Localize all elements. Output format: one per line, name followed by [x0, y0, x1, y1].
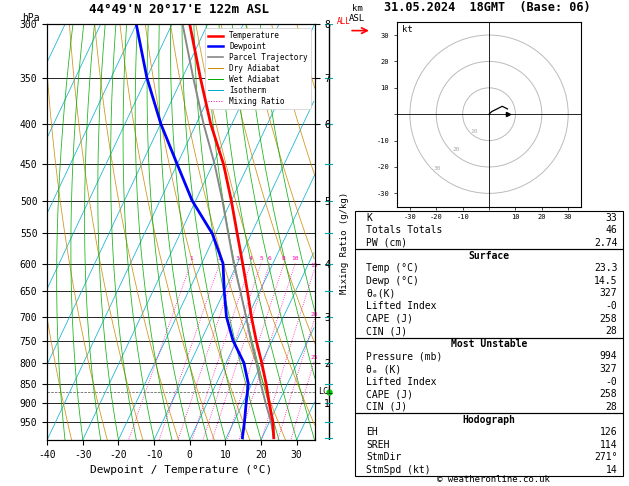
Text: LCL: LCL: [318, 387, 333, 396]
Text: 46: 46: [606, 226, 618, 235]
Text: 14.5: 14.5: [594, 276, 618, 286]
Text: 30: 30: [433, 166, 441, 171]
Text: 994: 994: [599, 351, 618, 362]
Text: 258: 258: [599, 389, 618, 399]
Text: ALL: ALL: [337, 17, 351, 26]
Bar: [355, 338, 623, 413]
Bar: [355, 211, 623, 249]
Text: Mixing Ratio (g/kg): Mixing Ratio (g/kg): [340, 192, 348, 294]
Text: CAPE (J): CAPE (J): [366, 389, 413, 399]
Text: 14: 14: [606, 465, 618, 475]
Text: 25: 25: [310, 355, 318, 360]
Text: PW (cm): PW (cm): [366, 238, 407, 248]
Text: CAPE (J): CAPE (J): [366, 313, 413, 324]
Text: 1: 1: [189, 257, 192, 261]
Text: 2: 2: [218, 257, 221, 261]
Text: θₑ(K): θₑ(K): [366, 288, 396, 298]
Text: 28: 28: [606, 326, 618, 336]
Text: Hodograph: Hodograph: [462, 415, 516, 425]
Text: Most Unstable: Most Unstable: [451, 339, 527, 349]
Text: 271°: 271°: [594, 452, 618, 462]
Text: Lifted Index: Lifted Index: [366, 377, 437, 387]
Text: 20: 20: [311, 312, 318, 317]
Text: 20: 20: [452, 147, 460, 152]
Text: 23.3: 23.3: [594, 263, 618, 273]
Text: -0: -0: [606, 301, 618, 311]
Text: StmSpd (kt): StmSpd (kt): [366, 465, 431, 475]
Text: K: K: [366, 213, 372, 223]
Text: Totals Totals: Totals Totals: [366, 226, 442, 235]
Text: hPa: hPa: [22, 14, 40, 23]
Text: 33: 33: [606, 213, 618, 223]
Text: 126: 126: [599, 427, 618, 437]
Text: Surface: Surface: [469, 251, 509, 260]
Text: 28: 28: [606, 402, 618, 412]
Text: Temp (°C): Temp (°C): [366, 263, 419, 273]
Bar: [355, 249, 623, 338]
Text: 114: 114: [599, 440, 618, 450]
Bar: [355, 413, 623, 476]
Text: CIN (J): CIN (J): [366, 402, 407, 412]
Text: Dewp (°C): Dewp (°C): [366, 276, 419, 286]
Text: kt: kt: [402, 25, 413, 35]
Text: 327: 327: [599, 288, 618, 298]
Text: 8: 8: [282, 257, 286, 261]
Text: © weatheronline.co.uk: © weatheronline.co.uk: [437, 475, 550, 484]
Text: 10: 10: [291, 257, 299, 261]
Text: 2.74: 2.74: [594, 238, 618, 248]
Text: θₑ (K): θₑ (K): [366, 364, 401, 374]
Text: CIN (J): CIN (J): [366, 326, 407, 336]
Text: 44°49'N 20°17'E 122m ASL: 44°49'N 20°17'E 122m ASL: [89, 2, 269, 16]
Text: -0: -0: [606, 377, 618, 387]
Text: 10: 10: [470, 129, 478, 134]
Text: 3: 3: [236, 257, 240, 261]
Text: Pressure (mb): Pressure (mb): [366, 351, 442, 362]
X-axis label: Dewpoint / Temperature (°C): Dewpoint / Temperature (°C): [90, 465, 272, 475]
Text: 5: 5: [259, 257, 263, 261]
Text: Lifted Index: Lifted Index: [366, 301, 437, 311]
Text: EH: EH: [366, 427, 378, 437]
Text: 258: 258: [599, 313, 618, 324]
Text: km
ASL: km ASL: [349, 4, 365, 23]
Text: 327: 327: [599, 364, 618, 374]
Text: SREH: SREH: [366, 440, 389, 450]
Legend: Temperature, Dewpoint, Parcel Trajectory, Dry Adiabat, Wet Adiabat, Isotherm, Mi: Temperature, Dewpoint, Parcel Trajectory…: [204, 28, 311, 109]
Text: StmDir: StmDir: [366, 452, 401, 462]
Text: 6: 6: [268, 257, 272, 261]
Text: 4: 4: [248, 257, 252, 261]
Text: 15: 15: [310, 263, 318, 268]
Text: 31.05.2024  18GMT  (Base: 06): 31.05.2024 18GMT (Base: 06): [384, 0, 591, 14]
